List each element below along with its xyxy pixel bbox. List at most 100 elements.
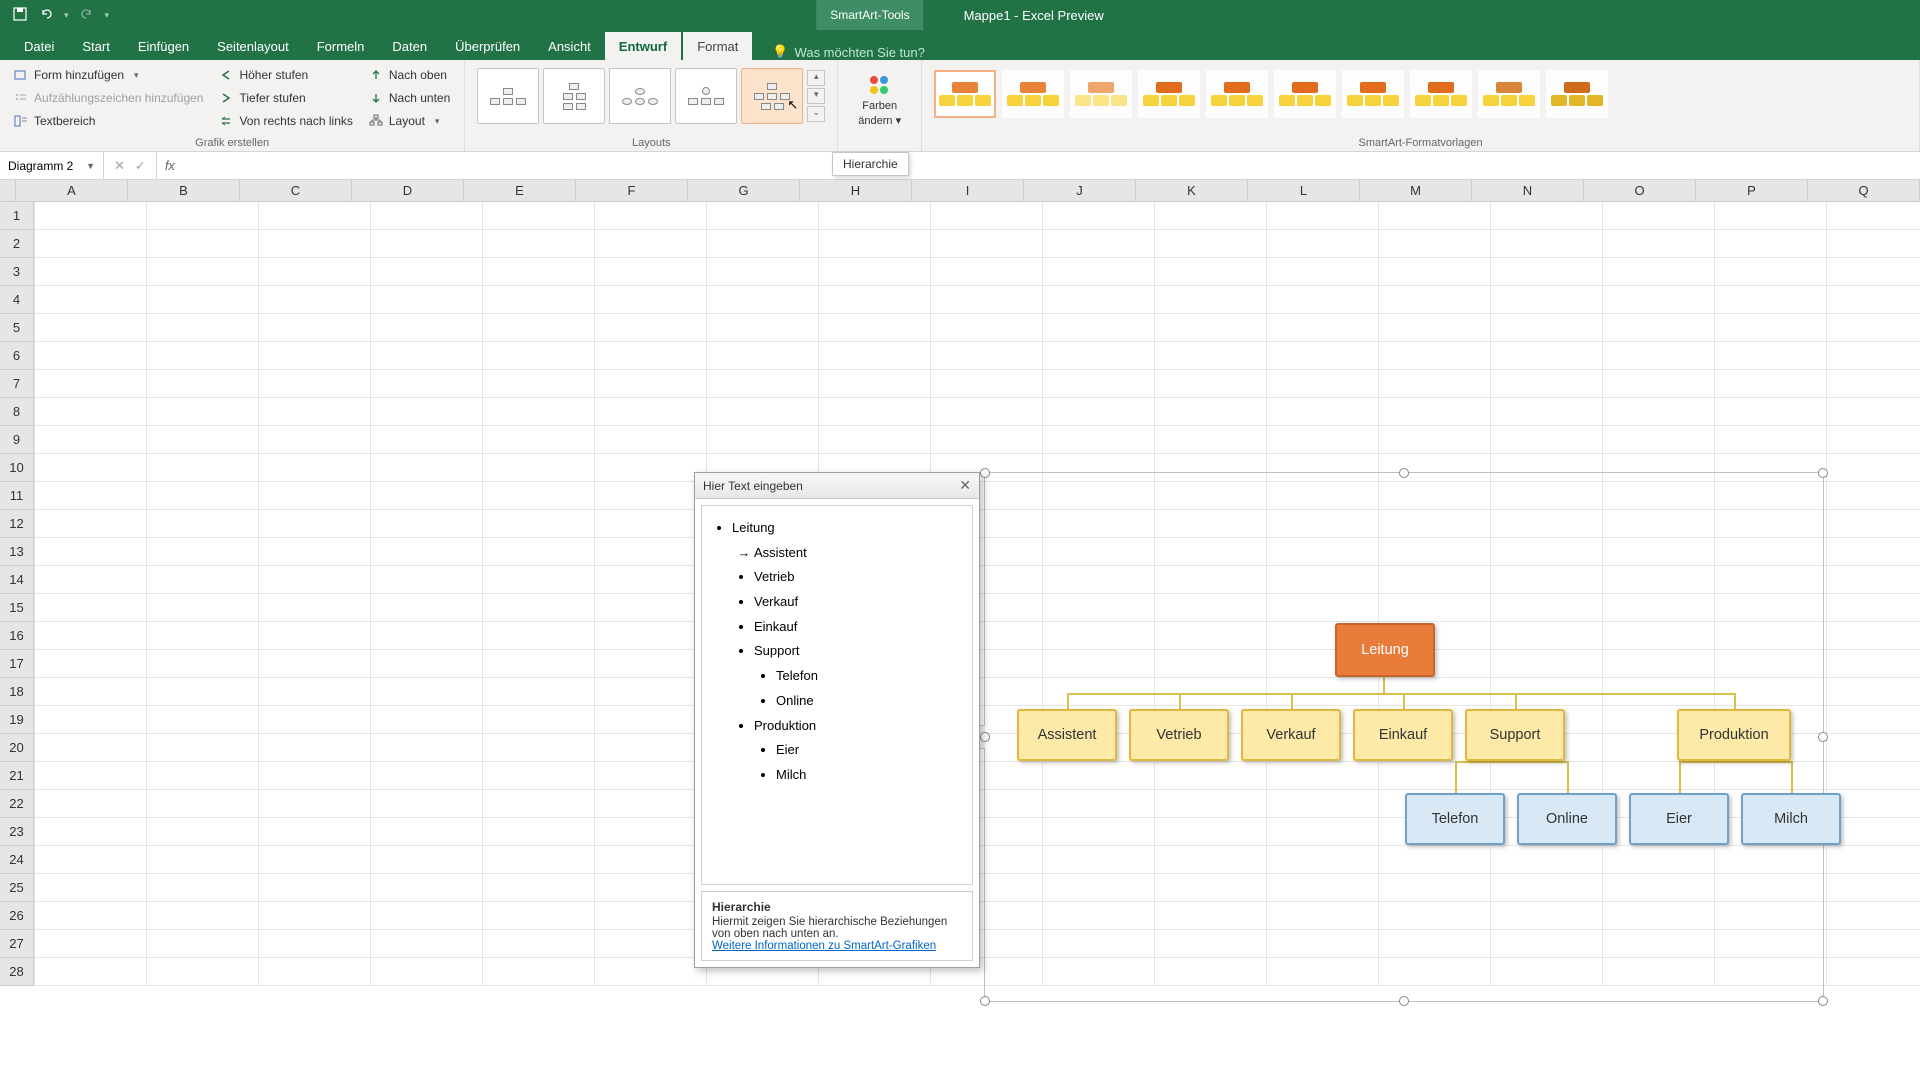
hoeher-stufen-button[interactable]: Höher stufen: [213, 64, 358, 86]
qat-customize-icon[interactable]: ▾: [105, 10, 110, 21]
row-header[interactable]: 8: [0, 398, 34, 426]
smartart-node-einkauf[interactable]: Einkauf: [1353, 709, 1453, 761]
tp-item-leitung[interactable]: Leitung: [732, 520, 775, 535]
column-header[interactable]: H: [800, 180, 912, 201]
smartart-node-eier[interactable]: Eier: [1629, 793, 1729, 845]
tp-item-milch[interactable]: Milch: [776, 767, 806, 782]
close-icon[interactable]: ✕: [959, 477, 971, 494]
style-thumb[interactable]: [1546, 70, 1608, 118]
tell-me-search[interactable]: 💡 Was möchten Sie tun?: [772, 44, 925, 60]
smartart-node-telefon[interactable]: Telefon: [1405, 793, 1505, 845]
column-header[interactable]: I: [912, 180, 1024, 201]
tab-format[interactable]: Format: [683, 32, 752, 60]
row-header[interactable]: 1: [0, 202, 34, 230]
row-header[interactable]: 24: [0, 846, 34, 874]
rtl-button[interactable]: Von rechts nach links: [213, 110, 358, 132]
row-header[interactable]: 7: [0, 370, 34, 398]
undo-icon[interactable]: [38, 6, 54, 25]
row-header[interactable]: 4: [0, 286, 34, 314]
tab-seitenlayout[interactable]: Seitenlayout: [203, 32, 303, 60]
row-header[interactable]: 16: [0, 622, 34, 650]
column-header[interactable]: E: [464, 180, 576, 201]
resize-handle[interactable]: [1818, 468, 1828, 478]
row-header[interactable]: 21: [0, 762, 34, 790]
row-header[interactable]: 3: [0, 258, 34, 286]
tab-formeln[interactable]: Formeln: [303, 32, 379, 60]
style-thumb[interactable]: [1478, 70, 1540, 118]
resize-handle[interactable]: [980, 732, 990, 742]
style-thumb[interactable]: [1138, 70, 1200, 118]
resize-handle[interactable]: [1818, 732, 1828, 742]
smartart-node-assistent[interactable]: Assistent: [1017, 709, 1117, 761]
column-header[interactable]: F: [576, 180, 688, 201]
style-thumb[interactable]: [1410, 70, 1472, 118]
column-header[interactable]: G: [688, 180, 800, 201]
layout-gallery-more[interactable]: ▴▾⌄: [807, 68, 825, 124]
row-header[interactable]: 19: [0, 706, 34, 734]
tp-footer-link[interactable]: Weitere Informationen zu SmartArt-Grafik…: [712, 940, 936, 952]
row-header[interactable]: 20: [0, 734, 34, 762]
row-cells[interactable]: [34, 258, 1920, 286]
row-header[interactable]: 13: [0, 538, 34, 566]
tab-start[interactable]: Start: [68, 32, 123, 60]
smartart-node-milch[interactable]: Milch: [1741, 793, 1841, 845]
column-header[interactable]: Q: [1808, 180, 1920, 201]
row-header[interactable]: 2: [0, 230, 34, 258]
layout-thumb-3[interactable]: [609, 68, 671, 124]
layout-thumb-1[interactable]: [477, 68, 539, 124]
column-header[interactable]: L: [1248, 180, 1360, 201]
column-header[interactable]: C: [240, 180, 352, 201]
resize-handle[interactable]: [1399, 996, 1409, 1006]
smartart-node-support[interactable]: Support: [1465, 709, 1565, 761]
tp-item-produktion[interactable]: Produktion: [754, 718, 816, 733]
column-header[interactable]: J: [1024, 180, 1136, 201]
resize-handle[interactable]: [1818, 996, 1828, 1006]
farben-aendern-button[interactable]: Farben ändern ▾: [850, 64, 909, 134]
row-cells[interactable]: [34, 426, 1920, 454]
layout-thumb-5-hover[interactable]: ↖: [741, 68, 803, 124]
row-header[interactable]: 28: [0, 958, 34, 986]
style-thumb[interactable]: [1002, 70, 1064, 118]
tp-item-online[interactable]: Online: [776, 693, 814, 708]
style-thumb[interactable]: [1206, 70, 1268, 118]
row-cells[interactable]: [34, 286, 1920, 314]
text-pane-header[interactable]: Hier Text eingeben ✕: [695, 473, 979, 499]
style-thumb[interactable]: [1070, 70, 1132, 118]
row-header[interactable]: 10: [0, 454, 34, 482]
style-thumb[interactable]: [1274, 70, 1336, 118]
tp-item-eier[interactable]: Eier: [776, 742, 799, 757]
name-box[interactable]: Diagramm 2 ▼: [0, 152, 104, 179]
smartart-node-verkauf[interactable]: Verkauf: [1241, 709, 1341, 761]
style-thumb[interactable]: [934, 70, 996, 118]
column-header[interactable]: A: [16, 180, 128, 201]
select-all-corner[interactable]: [0, 180, 16, 201]
enter-icon[interactable]: ✓: [135, 158, 146, 174]
tp-item-assistent[interactable]: Assistent: [754, 545, 807, 560]
row-cells[interactable]: [34, 398, 1920, 426]
row-cells[interactable]: [34, 370, 1920, 398]
tab-daten[interactable]: Daten: [378, 32, 441, 60]
smartart-text-pane[interactable]: Hier Text eingeben ✕ Leitung Assistent V…: [694, 472, 980, 968]
row-header[interactable]: 22: [0, 790, 34, 818]
layout-thumb-4[interactable]: [675, 68, 737, 124]
smartart-node-online[interactable]: Online: [1517, 793, 1617, 845]
tab-einfuegen[interactable]: Einfügen: [124, 32, 203, 60]
column-header[interactable]: B: [128, 180, 240, 201]
row-header[interactable]: 26: [0, 902, 34, 930]
row-header[interactable]: 5: [0, 314, 34, 342]
row-cells[interactable]: [34, 342, 1920, 370]
tab-entwurf[interactable]: Entwurf: [605, 32, 681, 60]
row-header[interactable]: 14: [0, 566, 34, 594]
row-header[interactable]: 18: [0, 678, 34, 706]
resize-handle[interactable]: [980, 468, 990, 478]
column-header[interactable]: N: [1472, 180, 1584, 201]
cancel-icon[interactable]: ✕: [114, 158, 125, 174]
form-hinzufuegen-button[interactable]: Form hinzufügen: [8, 64, 209, 86]
row-header[interactable]: 23: [0, 818, 34, 846]
save-icon[interactable]: [12, 6, 28, 25]
row-header[interactable]: 12: [0, 510, 34, 538]
column-header[interactable]: K: [1136, 180, 1248, 201]
nach-oben-button[interactable]: Nach oben: [363, 64, 456, 86]
column-header[interactable]: D: [352, 180, 464, 201]
undo-dropdown-icon[interactable]: ▾: [64, 10, 69, 21]
